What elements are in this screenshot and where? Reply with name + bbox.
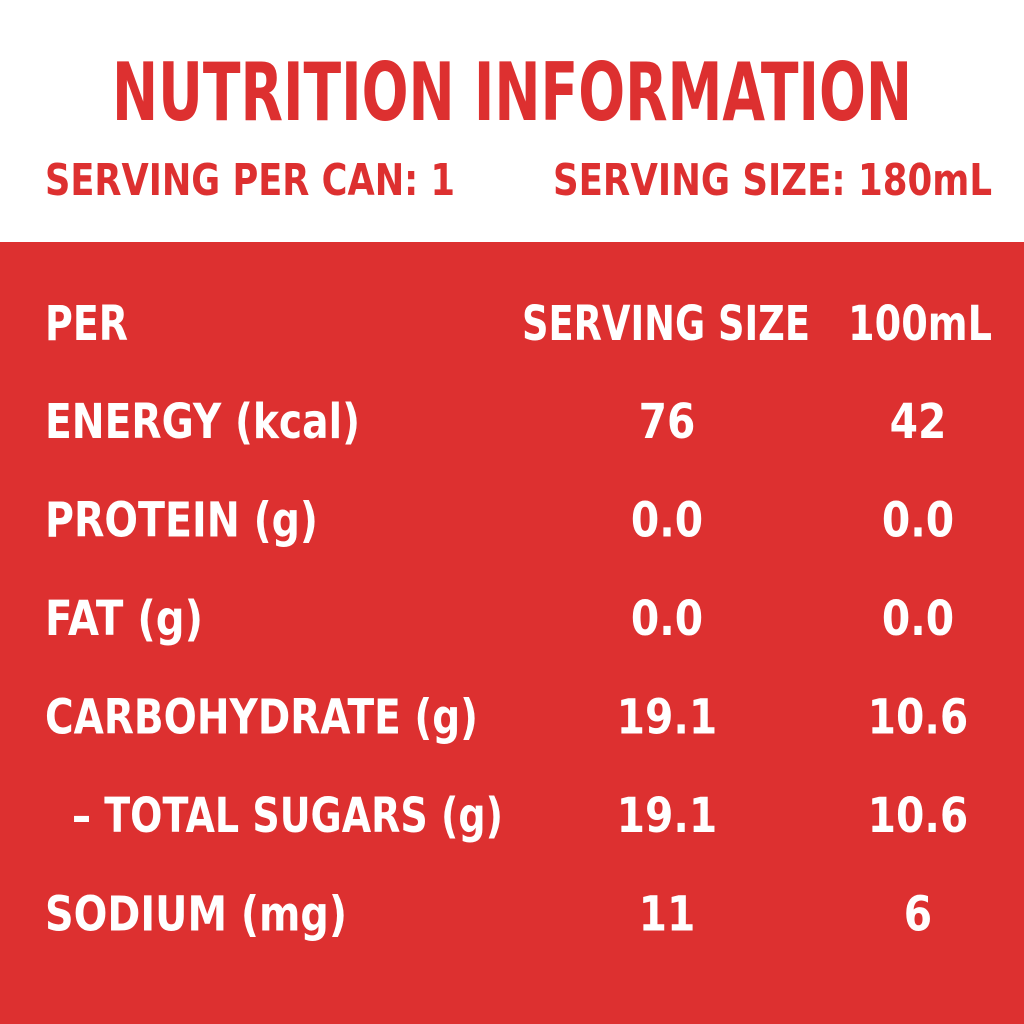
row-label: SODIUM (mg) [45, 887, 347, 943]
per-100ml-value: 10.6 [868, 689, 969, 745]
row-label: CARBOHYDRATE (g) [45, 690, 478, 746]
row-label: FAT (g) [45, 591, 203, 647]
per-100ml-value: 42 [890, 394, 947, 450]
column-header: PER [45, 296, 128, 352]
serving-value: 0.0 [631, 492, 703, 548]
per-100ml-value: 10.6 [868, 788, 969, 844]
row-label: – TOTAL SUGARS (g) [72, 788, 503, 844]
row-label: ENERGY (kcal) [45, 394, 360, 450]
nutrition-table: PER SERVING SIZE 100mL ENERGY (kcal) 76 42 PRO… [45, 296, 992, 943]
per-100ml-value: 0.0 [882, 591, 954, 647]
serving-value: 76 [639, 394, 696, 450]
header-background [0, 0, 1024, 242]
serving-size: SERVING SIZE: 180mL [553, 155, 992, 206]
per-100ml-value: 6 [904, 886, 932, 942]
serving-value: 19.1 [617, 788, 718, 844]
serving-value: 19.1 [617, 689, 718, 745]
per-100ml-value: 0.0 [882, 492, 954, 548]
table-background [0, 242, 1024, 1024]
serving-value: 11 [639, 886, 696, 942]
column-header: 100mL [848, 296, 992, 352]
column-header: SERVING SIZE [522, 296, 810, 352]
servings-per-can: SERVING PER CAN: 1 [45, 155, 455, 206]
title: NUTRITION INFORMATION [112, 46, 912, 139]
row-label: PROTEIN (g) [45, 493, 318, 549]
serving-value: 0.0 [631, 591, 703, 647]
